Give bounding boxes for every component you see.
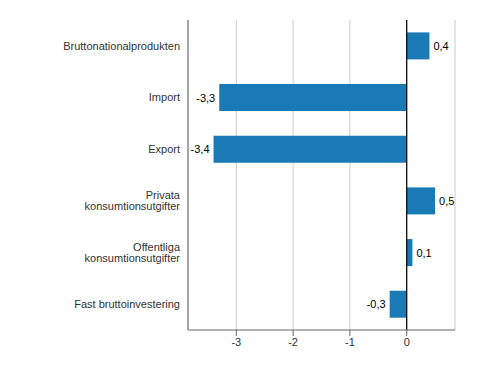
svg-text:0,5: 0,5 [439,195,454,207]
svg-text:Offentligakonsumtionsutgifter: Offentligakonsumtionsutgifter [85,241,181,264]
svg-text:0,1: 0,1 [416,247,431,259]
svg-text:-0,3: -0,3 [367,298,386,310]
svg-text:Import: Import [149,91,180,103]
svg-text:-3: -3 [231,336,241,348]
svg-text:Privatakonsumtionsutgifter: Privatakonsumtionsutgifter [85,189,181,212]
svg-text:-3,3: -3,3 [196,92,215,104]
svg-text:0: 0 [404,336,410,348]
svg-text:Export: Export [148,143,180,155]
svg-text:-3,4: -3,4 [191,143,210,155]
svg-text:-2: -2 [288,336,298,348]
svg-text:Bruttonationalprodukten: Bruttonationalprodukten [63,40,180,52]
svg-text:-1: -1 [345,336,355,348]
svg-text:0,4: 0,4 [433,40,448,52]
svg-text:Fast bruttoinvestering: Fast bruttoinvestering [74,298,180,310]
